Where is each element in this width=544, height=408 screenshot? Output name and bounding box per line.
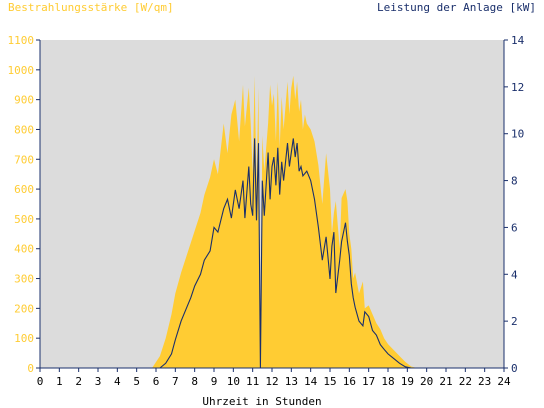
left-tick-label: 1000 [8, 64, 35, 77]
left-axis-title: Bestrahlungsstärke [W/qm] [8, 1, 174, 14]
x-tick-label: 22 [459, 375, 472, 388]
x-tick-label: 8 [191, 375, 198, 388]
x-tick-label: 14 [304, 375, 318, 388]
x-ticks: 0 1 2 3 4 5 6 7 8 9 10 11 12 13 14 15 16 17 18 19 20 21 22 23 24 [37, 368, 511, 388]
x-tick-label: 9 [211, 375, 218, 388]
right-tick-label: 0 [511, 362, 518, 375]
x-tick-label: 19 [401, 375, 414, 388]
right-tick-label: 6 [511, 221, 518, 234]
x-tick-label: 15 [323, 375, 336, 388]
x-tick-label: 7 [172, 375, 179, 388]
x-tick-label: 3 [95, 375, 102, 388]
x-tick-label: 17 [362, 375, 375, 388]
right-tick-label: 14 [511, 34, 525, 47]
left-tick-label: 200 [14, 302, 34, 315]
left-y-ticks: 0 100 200 300 400 500 600 700 800 900 1000 1100 [8, 34, 40, 375]
left-tick-label: 900 [14, 94, 34, 107]
x-tick-label: 6 [153, 375, 160, 388]
x-tick-label: 13 [285, 375, 298, 388]
x-tick-label: 12 [265, 375, 278, 388]
x-tick-label: 4 [114, 375, 121, 388]
right-tick-label: 4 [511, 268, 518, 281]
x-tick-label: 2 [75, 375, 82, 388]
right-tick-label: 12 [511, 81, 524, 94]
right-axis-title: Leistung der Anlage [kW] [377, 1, 536, 14]
x-tick-label: 11 [246, 375, 259, 388]
left-tick-label: 300 [14, 273, 34, 286]
left-tick-label: 500 [14, 213, 34, 226]
x-tick-label: 24 [497, 375, 511, 388]
left-tick-label: 100 [14, 332, 34, 345]
left-tick-label: 600 [14, 183, 34, 196]
right-tick-label: 10 [511, 128, 524, 141]
right-tick-label: 2 [511, 315, 518, 328]
x-tick-label: 23 [478, 375, 491, 388]
x-tick-label: 18 [381, 375, 394, 388]
x-tick-label: 10 [227, 375, 240, 388]
power-line [40, 138, 504, 369]
left-tick-label: 700 [14, 153, 34, 166]
right-tick-label: 8 [511, 175, 518, 188]
left-tick-label: 0 [27, 362, 34, 375]
left-tick-label: 400 [14, 243, 34, 256]
right-y-ticks: 0 2 4 6 8 10 12 14 [504, 34, 525, 375]
left-tick-label: 800 [14, 123, 34, 136]
x-tick-label: 20 [420, 375, 433, 388]
x-tick-label: 16 [343, 375, 356, 388]
left-tick-label: 1100 [8, 34, 35, 47]
irradiance-series [40, 75, 504, 369]
x-tick-label: 5 [133, 375, 140, 388]
x-tick-label: 21 [439, 375, 452, 388]
x-tick-label: 1 [56, 375, 63, 388]
x-axis-label: Uhrzeit in Stunden [202, 395, 321, 408]
irradiance-area [40, 75, 504, 369]
power-series [40, 138, 504, 369]
x-tick-label: 0 [37, 375, 44, 388]
